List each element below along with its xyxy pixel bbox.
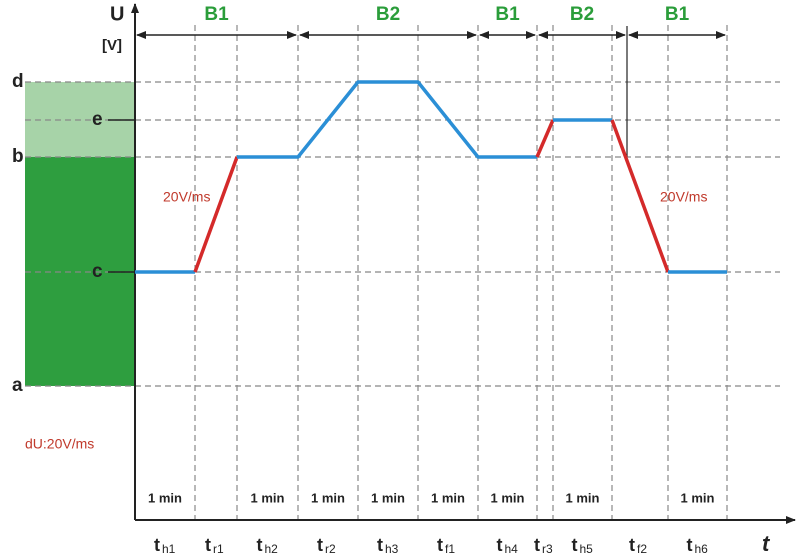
band-label: B1 — [495, 4, 520, 25]
level-label: d — [12, 71, 24, 92]
level-label: e — [92, 109, 103, 130]
phase-duration: 1 min — [681, 490, 715, 505]
phase-symbol: t — [205, 535, 211, 555]
band-label: B2 — [570, 4, 594, 25]
annotation: 20V/ms — [660, 189, 707, 205]
phase-symbol: t — [257, 535, 263, 555]
level-label: c — [92, 261, 103, 282]
band-label: B1 — [665, 4, 690, 25]
y-axis-label: U — [110, 3, 124, 25]
phase-duration: 1 min — [251, 490, 285, 505]
x-axis-label: t — [762, 531, 771, 556]
phase-duration: 1 min — [491, 490, 525, 505]
level-label: b — [12, 146, 24, 167]
phase-subscript: r2 — [325, 542, 336, 556]
phase-subscript: h6 — [695, 542, 709, 556]
band-label: B2 — [376, 4, 400, 25]
grid — [25, 25, 780, 520]
phase-symbol: t — [497, 535, 503, 555]
phase-duration: 1 min — [566, 490, 600, 505]
phase-subscript: f2 — [637, 542, 647, 556]
phase-symbol: t — [317, 535, 323, 555]
phase-symbol: t — [154, 535, 160, 555]
y-axis-unit: [V] — [102, 37, 122, 54]
phase-subscript: h1 — [162, 542, 176, 556]
band-label: B1 — [204, 4, 229, 25]
phase-subscript: h3 — [385, 542, 399, 556]
phase-subscript: h2 — [265, 542, 279, 556]
phase-duration: 1 min — [148, 490, 182, 505]
phase-duration: 1 min — [311, 490, 345, 505]
phase-symbol: t — [377, 535, 383, 555]
phase-symbol: t — [629, 535, 635, 555]
phase-symbol: t — [534, 535, 540, 555]
annotation: 20V/ms — [163, 189, 210, 205]
phase-subscript: h5 — [580, 542, 594, 556]
phase-symbol: t — [437, 535, 443, 555]
phase-subscript: r1 — [213, 542, 224, 556]
annotation: dU:20V/ms — [25, 436, 94, 452]
phase-symbol: t — [687, 535, 693, 555]
level-label: a — [12, 375, 23, 396]
phase-subscript: h4 — [505, 542, 519, 556]
phase-symbol: t — [572, 535, 578, 555]
phase-duration: 1 min — [431, 490, 465, 505]
phase-duration: 1 min — [371, 490, 405, 505]
phase-subscript: f1 — [445, 542, 455, 556]
phase-subscript: r3 — [542, 542, 553, 556]
profile — [135, 80, 727, 274]
